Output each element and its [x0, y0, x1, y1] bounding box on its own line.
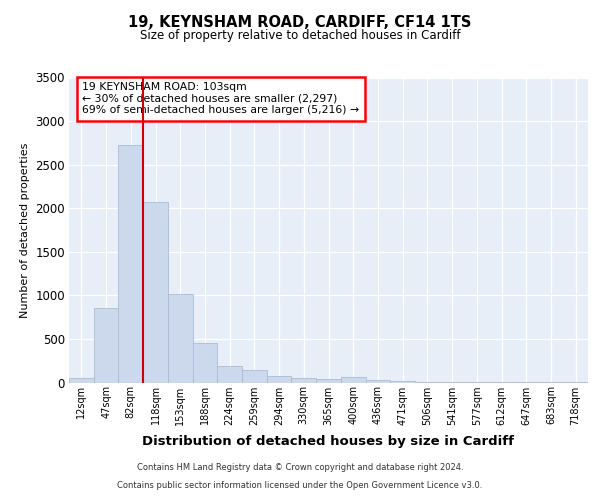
- Bar: [69, 378, 94, 382]
- Text: 19 KEYNSHAM ROAD: 103sqm
← 30% of detached houses are smaller (2,297)
69% of sem: 19 KEYNSHAM ROAD: 103sqm ← 30% of detach…: [82, 82, 359, 116]
- X-axis label: Distribution of detached houses by size in Cardiff: Distribution of detached houses by size …: [143, 434, 515, 448]
- Text: Contains HM Land Registry data © Crown copyright and database right 2024.: Contains HM Land Registry data © Crown c…: [137, 464, 463, 472]
- Bar: [292, 378, 316, 382]
- Bar: [168, 294, 193, 382]
- Bar: [193, 344, 217, 382]
- Bar: [242, 370, 267, 382]
- Bar: [341, 378, 365, 382]
- Bar: [390, 381, 415, 382]
- Bar: [143, 202, 168, 382]
- Text: Contains public sector information licensed under the Open Government Licence v3: Contains public sector information licen…: [118, 481, 482, 490]
- Text: Size of property relative to detached houses in Cardiff: Size of property relative to detached ho…: [140, 30, 460, 43]
- Bar: [316, 379, 341, 382]
- Bar: [118, 146, 143, 382]
- Y-axis label: Number of detached properties: Number of detached properties: [20, 142, 29, 318]
- Bar: [217, 366, 242, 382]
- Bar: [94, 308, 118, 382]
- Bar: [365, 380, 390, 382]
- Bar: [267, 376, 292, 382]
- Text: 19, KEYNSHAM ROAD, CARDIFF, CF14 1TS: 19, KEYNSHAM ROAD, CARDIFF, CF14 1TS: [128, 15, 472, 30]
